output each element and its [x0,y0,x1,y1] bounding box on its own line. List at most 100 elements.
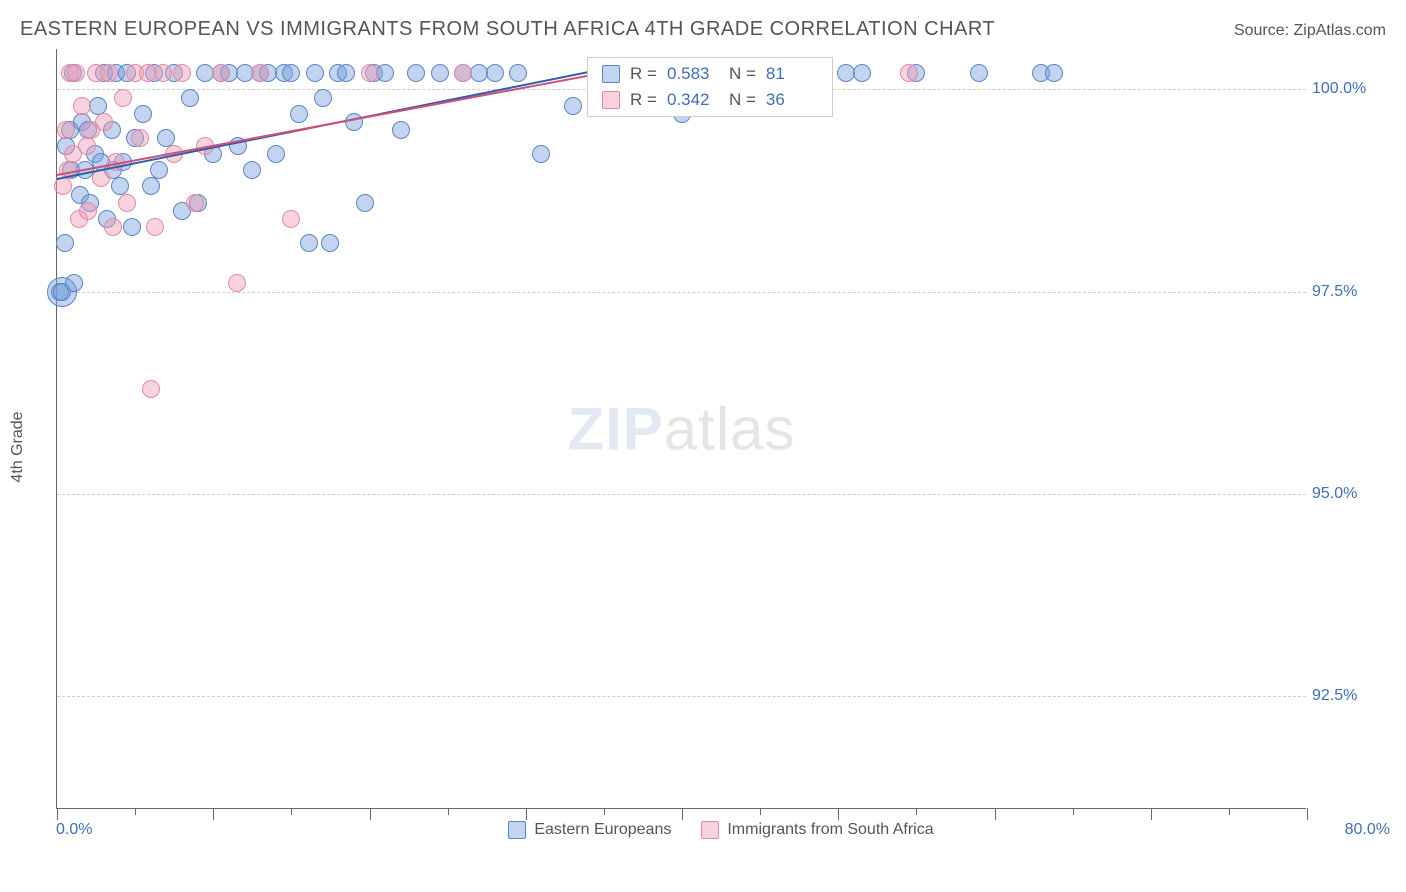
scatter-point-pink [95,113,113,131]
scatter-point-blue [407,64,425,82]
scatter-point-blue [431,64,449,82]
stat-r-value: 0.342 [667,90,719,110]
scatter-point-pink [251,64,269,82]
y-axis-title: 4th Grade [9,411,27,482]
x-axis-footer: 0.0% Eastern Europeans Immigrants from So… [56,815,1386,845]
scatter-point-blue [314,89,332,107]
gridline-h [57,696,1306,697]
scatter-point-pink [100,64,118,82]
scatter-point-pink [67,64,85,82]
swatch-icon [508,821,526,839]
scatter-point-blue [853,64,871,82]
scatter-point-blue [1045,64,1063,82]
stat-n-label: N = [729,90,756,110]
swatch-icon [602,65,620,83]
stat-n-label: N = [729,64,756,84]
scatter-point-blue [345,113,363,131]
x-tick-minor [916,808,917,815]
scatter-point-pink [900,64,918,82]
scatter-point-blue [181,89,199,107]
y-tick-label: 100.0% [1312,80,1382,98]
scatter-point-blue [392,121,410,139]
legend: Eastern Europeans Immigrants from South A… [508,821,933,839]
chart-header: EASTERN EUROPEAN VS IMMIGRANTS FROM SOUT… [0,0,1406,49]
scatter-point-pink [154,64,172,82]
scatter-point-pink [186,194,204,212]
scatter-point-pink [79,202,97,220]
x-axis-end-label: 80.0% [1345,821,1390,839]
stats-box: R = 0.583 N = 81 R = 0.342 N = 36 [587,57,833,117]
scatter-point-blue [564,97,582,115]
scatter-point-blue [243,161,261,179]
scatter-point-pink [454,64,472,82]
scatter-point-pink [361,64,379,82]
scatter-point-pink [131,129,149,147]
y-tick-label: 95.0% [1312,485,1382,503]
y-tick-label: 97.5% [1312,283,1382,301]
scatter-point-blue [267,145,285,163]
x-tick-minor [760,808,761,815]
stat-r-label: R = [630,64,657,84]
scatter-point-blue [282,64,300,82]
scatter-point-blue [321,234,339,252]
chart-title: EASTERN EUROPEAN VS IMMIGRANTS FROM SOUT… [20,18,995,41]
scatter-point-pink [54,177,72,195]
scatter-point-pink [173,64,191,82]
scatter-point-blue [300,234,318,252]
scatter-point-blue [376,64,394,82]
scatter-point-blue [150,161,168,179]
y-tick-label: 92.5% [1312,687,1382,705]
scatter-point-pink [282,210,300,228]
stats-row-pink: R = 0.342 N = 36 [588,87,832,113]
scatter-point-pink [228,274,246,292]
scatter-point-blue [486,64,504,82]
swatch-icon [602,91,620,109]
source-label: Source: ZipAtlas.com [1234,22,1386,40]
scatter-point-pink [73,97,91,115]
scatter-point-blue [306,64,324,82]
scatter-point-blue [56,234,74,252]
stat-n-value: 81 [766,64,818,84]
scatter-point-blue [123,218,141,236]
gridline-h [57,494,1306,495]
scatter-point-blue [509,64,527,82]
x-tick-minor [1229,808,1230,815]
scatter-point-pink [142,380,160,398]
x-tick-minor [1073,808,1074,815]
watermark: ZIPatlas [567,394,795,463]
scatter-point-blue [337,64,355,82]
x-tick-minor [135,808,136,815]
scatter-point-pink [114,89,132,107]
x-tick-minor [604,808,605,815]
watermark-bold: ZIP [567,395,663,462]
stat-n-value: 36 [766,90,818,110]
scatter-point-pink [57,121,75,139]
scatter-point-pink [104,218,122,236]
legend-label: Immigrants from South Africa [727,821,933,839]
scatter-point-blue [290,105,308,123]
scatter-point-blue [65,274,83,292]
scatter-point-pink [78,137,96,155]
plot-area: ZIPatlas 100.0%97.5%95.0%92.5%R =0.583N … [56,49,1306,809]
watermark-rest: atlas [664,395,796,462]
scatter-point-blue [356,194,374,212]
stat-r-label: R = [630,90,657,110]
scatter-point-blue [532,145,550,163]
scatter-point-blue [142,177,160,195]
swatch-icon [701,821,719,839]
legend-item-blue: Eastern Europeans [508,821,671,839]
scatter-point-pink [212,64,230,82]
gridline-h [57,292,1306,293]
scatter-point-pink [146,218,164,236]
x-tick-minor [291,808,292,815]
legend-label: Eastern Europeans [534,821,671,839]
chart-area: 4th Grade ZIPatlas 100.0%97.5%95.0%92.5%… [56,49,1386,845]
legend-item-pink: Immigrants from South Africa [701,821,933,839]
scatter-point-pink [118,194,136,212]
stats-row-blue: R = 0.583 N = 81 [588,61,832,87]
scatter-point-blue [970,64,988,82]
x-axis-start-label: 0.0% [56,821,92,839]
x-tick-minor [448,808,449,815]
stat-r-value: 0.583 [667,64,719,84]
scatter-point-blue [134,105,152,123]
